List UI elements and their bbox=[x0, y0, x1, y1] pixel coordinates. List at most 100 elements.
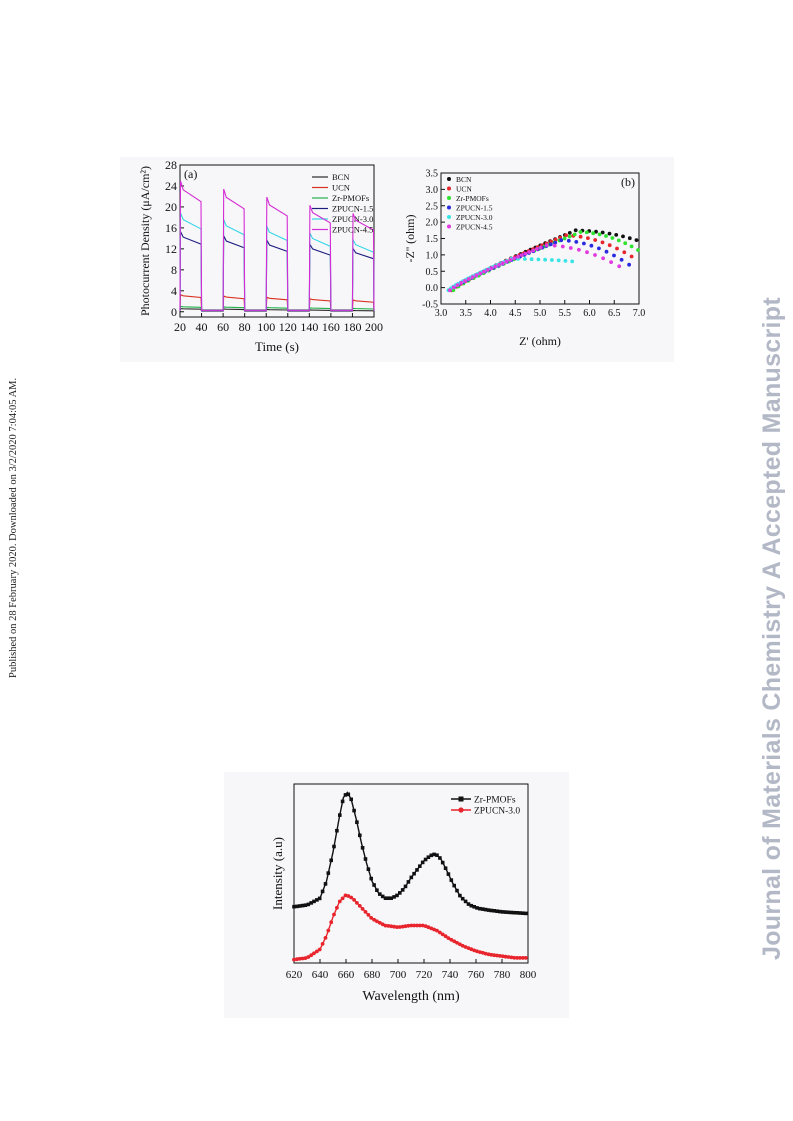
nyquist-data-point bbox=[543, 257, 547, 262]
nyquist-data-point bbox=[485, 268, 490, 272]
nyquist-data-point bbox=[593, 238, 598, 242]
nyquist-data-point bbox=[549, 239, 553, 244]
nyquist-data-point bbox=[567, 231, 572, 235]
nyquist-data-point bbox=[600, 240, 605, 245]
pl-data-point bbox=[312, 951, 316, 956]
photocurrent-panel-label: (a) bbox=[184, 167, 197, 181]
pl-data-point bbox=[317, 896, 322, 901]
pl-data-point bbox=[458, 942, 462, 947]
pl-data-point bbox=[403, 924, 408, 929]
photocurrent-y-tick-label: 24 bbox=[165, 179, 177, 193]
pl-x-tick-label: 760 bbox=[468, 969, 485, 981]
pl-data-point bbox=[320, 942, 325, 946]
pl-data-point bbox=[383, 923, 388, 928]
pl-data-point bbox=[409, 875, 414, 880]
pl-data-point bbox=[460, 943, 465, 948]
pl-data-point bbox=[300, 956, 305, 961]
pl-data-point bbox=[509, 910, 514, 915]
pl-data-point bbox=[481, 907, 485, 911]
nyquist-data-point bbox=[552, 243, 557, 248]
nyquist-data-point bbox=[451, 285, 456, 290]
pl-data-point bbox=[423, 857, 428, 862]
pl-legend-label: ZPUCN-3.0 bbox=[474, 807, 520, 817]
nyquist-data-point bbox=[523, 251, 528, 256]
pl-data-point bbox=[355, 820, 359, 824]
pl-data-point bbox=[406, 923, 411, 928]
pl-data-point bbox=[463, 899, 468, 904]
pl-data-point bbox=[478, 950, 482, 954]
photocurrent-y-tick-label: 4 bbox=[171, 284, 177, 298]
pl-x-tick-label: 660 bbox=[338, 969, 355, 981]
photocurrent-x-tick-label: 40 bbox=[196, 320, 208, 334]
pl-data-point bbox=[452, 883, 456, 888]
publication-side-note: Published on 28 February 2020. Downloade… bbox=[8, 378, 19, 678]
pl-data-point bbox=[469, 903, 474, 908]
pl-data-point bbox=[389, 896, 393, 900]
pl-data-point bbox=[297, 956, 302, 961]
pl-data-point bbox=[512, 955, 517, 960]
pl-data-point bbox=[377, 920, 382, 925]
pl-data-point bbox=[346, 894, 351, 898]
pl-data-point bbox=[483, 907, 488, 912]
pl-data-point bbox=[438, 930, 442, 935]
nyquist-legend-label: ZPUCN-1.5 bbox=[456, 204, 493, 213]
pl-data-point bbox=[475, 906, 479, 910]
pl-data-point bbox=[495, 909, 499, 913]
pl-data-point bbox=[440, 860, 445, 865]
pl-data-point bbox=[306, 955, 311, 959]
nyquist-x-tick-label: 4.5 bbox=[509, 308, 522, 319]
photocurrent-y-tick-label: 20 bbox=[165, 200, 177, 214]
nyquist-y-tick-label: 1.5 bbox=[426, 234, 439, 245]
pl-data-point bbox=[363, 857, 368, 861]
pl-data-point bbox=[352, 808, 356, 813]
nyquist-data-point bbox=[562, 236, 567, 241]
nyquist-data-point bbox=[567, 234, 572, 239]
photocurrent-y-tick-label: 0 bbox=[171, 305, 177, 319]
pl-data-point bbox=[426, 925, 431, 930]
pl-data-point bbox=[523, 956, 528, 960]
nyquist-data-point bbox=[615, 246, 619, 251]
pl-data-point bbox=[498, 909, 502, 914]
nyquist-data-point bbox=[600, 230, 605, 235]
pl-data-point bbox=[440, 932, 445, 937]
nyquist-data-point bbox=[559, 238, 564, 243]
pl-data-point bbox=[446, 936, 451, 940]
pl-data-point bbox=[335, 905, 339, 910]
pl-legend-marker bbox=[458, 796, 464, 802]
pl-x-tick-label: 680 bbox=[364, 969, 381, 981]
nyquist-legend-marker bbox=[447, 224, 451, 229]
pl-data-point bbox=[303, 903, 308, 907]
pl-data-point bbox=[406, 880, 411, 884]
nyquist-data-point bbox=[619, 257, 624, 262]
pl-data-point bbox=[355, 901, 359, 905]
nyquist-data-point bbox=[594, 229, 598, 234]
nyquist-data-point bbox=[622, 250, 627, 255]
nyquist-data-point bbox=[585, 250, 589, 255]
nyquist-legend-marker bbox=[447, 205, 451, 210]
nyquist-data-point bbox=[493, 264, 498, 269]
pl-legend-label: Zr-PMOFs bbox=[474, 796, 516, 806]
pl-data-point bbox=[358, 833, 362, 838]
nyquist-data-point bbox=[601, 256, 605, 261]
nyquist-data-point bbox=[508, 258, 513, 262]
pl-data-point bbox=[426, 855, 431, 859]
pl-x-tick-label: 720 bbox=[416, 969, 433, 981]
pl-data-point bbox=[292, 904, 296, 909]
pl-data-point bbox=[518, 956, 522, 960]
pl-data-point bbox=[509, 955, 514, 960]
nyquist-data-point bbox=[604, 249, 609, 254]
pl-x-tick-label: 780 bbox=[494, 969, 511, 981]
pl-data-point bbox=[343, 793, 348, 797]
pl-data-point bbox=[449, 878, 454, 882]
pl-data-point bbox=[458, 893, 462, 898]
pl-data-point bbox=[323, 936, 328, 940]
pl-data-point bbox=[429, 853, 434, 858]
pl-data-point bbox=[435, 853, 439, 857]
nyquist-data-point bbox=[482, 269, 486, 274]
nyquist-data-point bbox=[568, 246, 573, 250]
pl-data-point bbox=[335, 828, 339, 833]
pl-data-point bbox=[506, 955, 511, 959]
nyquist-data-point bbox=[629, 254, 634, 259]
nyquist-data-point bbox=[500, 261, 505, 266]
pl-data-point bbox=[340, 896, 345, 901]
